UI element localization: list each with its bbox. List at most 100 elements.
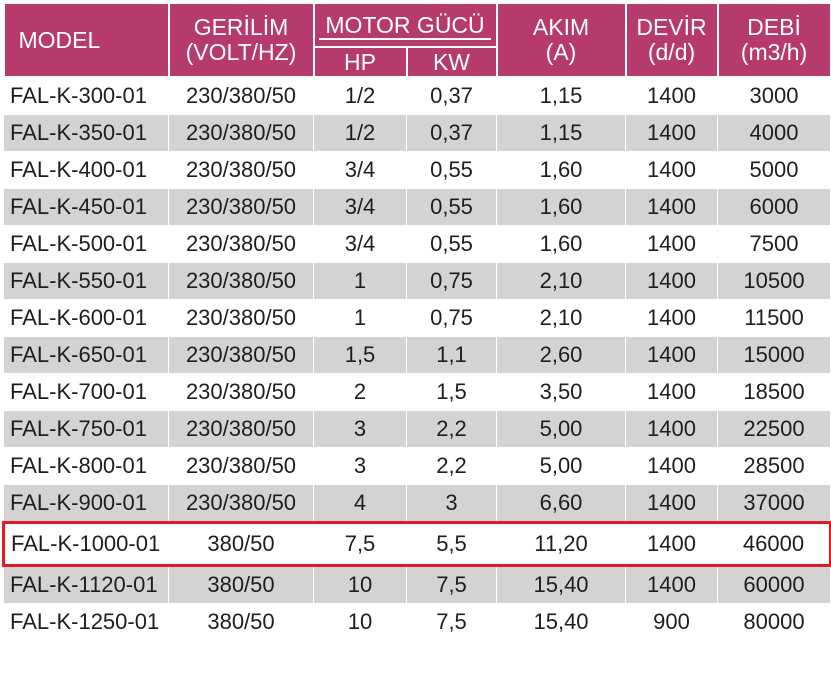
cell-akim: 6,60	[496, 484, 627, 523]
cell-debi: 7500	[717, 225, 831, 263]
cell-devir: 1400	[625, 188, 719, 226]
cell-devir: 900	[625, 603, 719, 641]
cell-model: FAL-K-900-01	[3, 484, 169, 523]
header-devir-unit: (d/d)	[647, 39, 696, 65]
header-model-label: MODEL	[18, 26, 101, 53]
cell-model: FAL-K-600-01	[3, 299, 169, 337]
header-debi-label: DEBİ	[747, 14, 801, 40]
table-row: FAL-K-700-01 230/380/50 2 1,5 3,50 1400 18500	[3, 373, 831, 411]
cell-debi: 3000	[717, 76, 831, 115]
cell-hp: 10	[313, 603, 407, 641]
cell-akim: 2,10	[496, 262, 627, 300]
cell-kw: 2,2	[405, 410, 498, 448]
table-row: FAL-K-500-01 230/380/50 3/4 0,55 1,60 1400 750…	[3, 225, 831, 263]
header-akim: AKIM (A)	[495, 2, 627, 78]
cell-hp: 3/4	[313, 188, 407, 226]
cell-voltage: 230/380/50	[168, 447, 314, 485]
table-row: FAL-K-750-01 230/380/50 3 2,2 5,00 1400 22500	[3, 410, 831, 448]
header-akim-label: AKIM	[532, 14, 590, 40]
table-row: FAL-K-1000-01 380/50 7,5 5,5 11,20 1400 46000	[2, 521, 831, 567]
table-row: FAL-K-400-01 230/380/50 3/4 0,55 1,60 1400 500…	[3, 151, 831, 189]
cell-hp: 1	[313, 299, 407, 337]
cell-voltage: 230/380/50	[168, 188, 314, 226]
table-header: MODEL GERİLİM (VOLT/HZ) MOTOR GÜCÜ AKIM …	[2, 2, 831, 78]
cell-hp: 1,5	[313, 336, 407, 374]
cell-voltage: 230/380/50	[168, 484, 314, 523]
cell-devir: 1400	[625, 225, 719, 263]
cell-devir: 1400	[625, 373, 719, 411]
cell-debi: 6000	[717, 188, 831, 226]
table-row: FAL-K-550-01 230/380/50 1 0,75 2,10 1400 10500	[3, 262, 831, 300]
cell-akim: 1,15	[496, 76, 627, 115]
header-motor-gucu-label: MOTOR GÜCÜ	[319, 11, 491, 40]
cell-akim: 2,60	[496, 336, 627, 374]
cell-akim: 3,50	[496, 373, 627, 411]
table-row: FAL-K-800-01 230/380/50 3 2,2 5,00 1400 28500	[3, 447, 831, 485]
cell-model: FAL-K-1250-01	[3, 603, 169, 641]
cell-voltage: 230/380/50	[168, 262, 314, 300]
cell-kw: 3	[405, 484, 498, 523]
cell-devir: 1400	[625, 565, 719, 604]
cell-voltage: 230/380/50	[168, 76, 314, 115]
cell-debi: 22500	[717, 410, 831, 448]
cell-devir: 1400	[625, 76, 719, 115]
cell-voltage: 230/380/50	[168, 336, 314, 374]
cell-debi: 11500	[717, 299, 831, 337]
cell-devir: 1400	[625, 262, 719, 300]
cell-devir: 1400	[625, 410, 719, 448]
header-debi: DEBİ (m3/h)	[716, 2, 831, 78]
cell-devir: 1400	[625, 151, 719, 189]
cell-kw: 0,75	[405, 262, 498, 300]
header-gerilim-label: GERİLİM	[193, 14, 289, 40]
cell-model: FAL-K-800-01	[3, 447, 169, 485]
cell-voltage: 230/380/50	[168, 299, 314, 337]
table-row: FAL-K-350-01 230/380/50 1/2 0,37 1,15 1400 400…	[3, 114, 831, 152]
cell-debi: 28500	[717, 447, 831, 485]
cell-voltage: 380/50	[168, 565, 314, 604]
cell-hp: 3	[313, 447, 407, 485]
cell-voltage: 380/50	[168, 521, 314, 567]
cell-kw: 5,5	[405, 521, 498, 567]
cell-kw: 7,5	[405, 603, 498, 641]
cell-akim: 15,40	[496, 565, 627, 604]
cell-voltage: 230/380/50	[168, 151, 314, 189]
cell-devir: 1400	[625, 114, 719, 152]
table-body: FAL-K-300-01 230/380/50 1/2 0,37 1,15 1400 300…	[2, 76, 831, 641]
cell-kw: 2,2	[405, 447, 498, 485]
cell-kw: 1,1	[405, 336, 498, 374]
cell-voltage: 230/380/50	[168, 225, 314, 263]
cell-devir: 1400	[625, 299, 719, 337]
cell-kw: 0,55	[405, 151, 498, 189]
cell-model: FAL-K-1120-01	[3, 565, 169, 604]
fan-spec-table: MODEL GERİLİM (VOLT/HZ) MOTOR GÜCÜ AKIM …	[2, 2, 831, 641]
cell-kw: 7,5	[405, 565, 498, 604]
cell-debi: 4000	[717, 114, 831, 152]
cell-hp: 4	[313, 484, 407, 523]
header-gerilim-unit: (VOLT/HZ)	[185, 39, 297, 65]
cell-hp: 1/2	[313, 114, 407, 152]
cell-kw: 0,75	[405, 299, 498, 337]
cell-model: FAL-K-450-01	[3, 188, 169, 226]
cell-model: FAL-K-500-01	[3, 225, 169, 263]
cell-devir: 1400	[625, 336, 719, 374]
cell-debi: 60000	[717, 565, 831, 604]
cell-hp: 1	[313, 262, 407, 300]
cell-kw: 0,55	[405, 188, 498, 226]
cell-model: FAL-K-550-01	[3, 262, 169, 300]
cell-voltage: 230/380/50	[168, 114, 314, 152]
cell-debi: 15000	[717, 336, 831, 374]
cell-devir: 1400	[625, 447, 719, 485]
header-kw: KW	[405, 46, 498, 78]
cell-model: FAL-K-300-01	[3, 76, 169, 115]
header-devir-label: DEVİR	[636, 14, 707, 40]
cell-debi: 37000	[717, 484, 831, 523]
table-row: FAL-K-900-01 230/380/50 4 3 6,60 1400 37000	[3, 484, 831, 523]
header-motor-gucu: MOTOR GÜCÜ	[312, 2, 498, 48]
cell-voltage: 230/380/50	[168, 373, 314, 411]
cell-akim: 5,00	[496, 447, 627, 485]
table-row: FAL-K-300-01 230/380/50 1/2 0,37 1,15 1400 300…	[3, 76, 831, 115]
cell-devir: 1400	[625, 484, 719, 523]
cell-hp: 3/4	[313, 225, 407, 263]
cell-hp: 7,5	[313, 521, 407, 567]
cell-kw: 1,5	[405, 373, 498, 411]
